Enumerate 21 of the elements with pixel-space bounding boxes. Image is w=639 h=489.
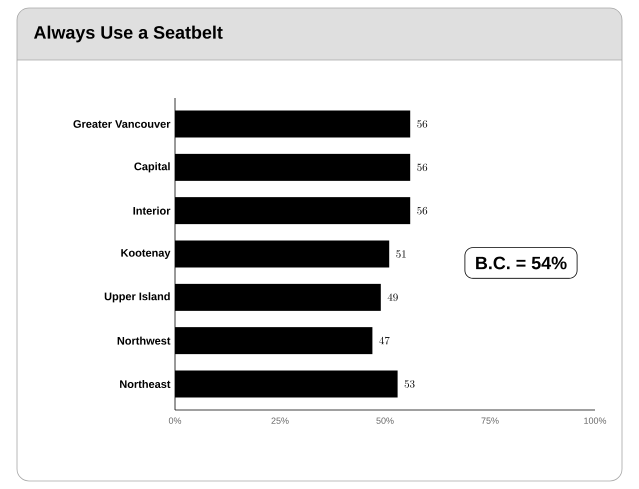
y-tick-label: Greater Vancouver [73, 120, 170, 128]
x-tick-label: 0% [168, 418, 182, 424]
x-tick-label: 75% [481, 418, 499, 424]
data-label: 49 [388, 293, 398, 302]
y-tick-label: Capital [134, 162, 170, 172]
y-tick-label: Interior [133, 206, 170, 215]
y-tick-label: Kootenay [121, 249, 170, 259]
annotation: B.C. = 54% [476, 256, 567, 270]
x-tick-label: 25% [271, 418, 289, 424]
x-tick-label: 100% [584, 418, 606, 424]
y-tick-label: Northwest [118, 336, 170, 345]
data-label: 56 [417, 206, 428, 214]
y-tick-label: Northeast [120, 380, 170, 388]
data-label: 56 [417, 164, 428, 172]
data-label: 56 [417, 120, 428, 128]
data-label: 51 [396, 250, 406, 258]
data-label: 53 [404, 380, 415, 388]
y-tick-label: Upper Island [104, 292, 170, 302]
data-label: 47 [379, 336, 390, 344]
chart-title: Always Use a Seatbelt [34, 26, 223, 42]
x-tick-label: 50% [376, 418, 394, 424]
